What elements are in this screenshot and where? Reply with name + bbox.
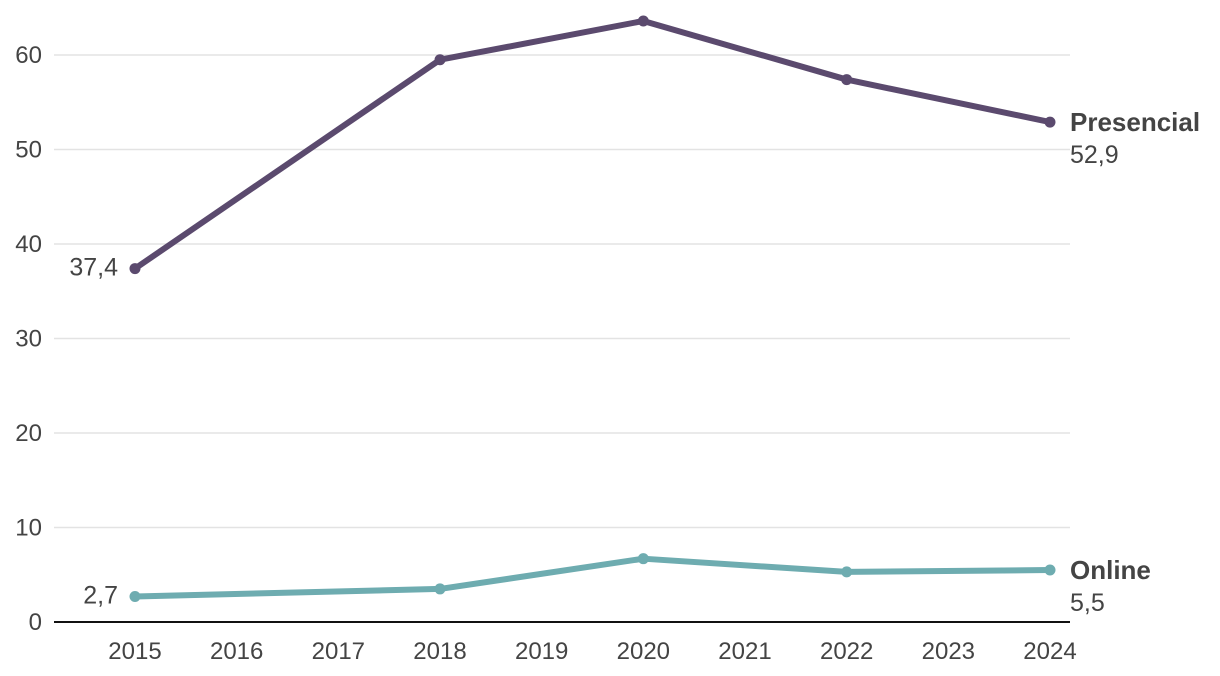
y-tick-label-60: 60 bbox=[15, 42, 42, 69]
x-tick-label-2016: 2016 bbox=[210, 638, 263, 665]
axis-layer: 0 10 20 30 40 50 60 2015 2016 2017 2018 2019 2020 202… bbox=[15, 42, 1076, 665]
series-line-presencial bbox=[132, 17, 1053, 272]
start-value-label-presencial: 37,4 bbox=[69, 254, 118, 282]
end-value-label-presencial: 52,9 bbox=[1070, 141, 1119, 169]
data-point-presencial-2015 bbox=[129, 263, 141, 275]
y-tick-label-30: 30 bbox=[15, 326, 42, 353]
x-tick-label-2020: 2020 bbox=[617, 638, 670, 665]
data-point-online-2020 bbox=[637, 553, 649, 565]
y-tick-label-20: 20 bbox=[15, 420, 42, 447]
y-tick-label-10: 10 bbox=[15, 515, 42, 542]
data-point-presencial-2020 bbox=[637, 15, 649, 27]
x-tick-label-2024: 2024 bbox=[1023, 638, 1076, 665]
start-value-label-online: 2,7 bbox=[83, 581, 118, 609]
y-tick-label-50: 50 bbox=[15, 137, 42, 164]
grid-layer bbox=[54, 54, 1070, 529]
x-tick-label-2022: 2022 bbox=[820, 638, 873, 665]
data-point-presencial-2018 bbox=[434, 54, 446, 66]
data-point-online-2024 bbox=[1044, 564, 1056, 576]
series-name-label-presencial: Presencial bbox=[1070, 107, 1200, 137]
y-tick-label-40: 40 bbox=[15, 231, 42, 258]
x-tick-label-2019: 2019 bbox=[515, 638, 568, 665]
data-point-presencial-2022 bbox=[841, 74, 853, 86]
x-tick-label-2017: 2017 bbox=[312, 638, 365, 665]
x-tick-label-2021: 2021 bbox=[718, 638, 771, 665]
label-layer: 37,4 Presencial 52,9 2,7 Online 5,5 bbox=[69, 107, 1200, 617]
end-value-label-online: 5,5 bbox=[1070, 589, 1105, 617]
y-tick-label-0: 0 bbox=[29, 609, 42, 636]
series-line-online bbox=[132, 555, 1053, 600]
x-tick-label-2018: 2018 bbox=[413, 638, 466, 665]
series-layer bbox=[129, 15, 1056, 602]
x-tick-label-2023: 2023 bbox=[922, 638, 975, 665]
x-tick-label-2015: 2015 bbox=[108, 638, 161, 665]
data-point-online-2018 bbox=[434, 583, 446, 595]
series-name-label-online: Online bbox=[1070, 555, 1151, 585]
data-point-online-2015 bbox=[129, 590, 141, 602]
data-point-presencial-2024 bbox=[1044, 116, 1056, 128]
data-point-online-2022 bbox=[841, 566, 853, 578]
